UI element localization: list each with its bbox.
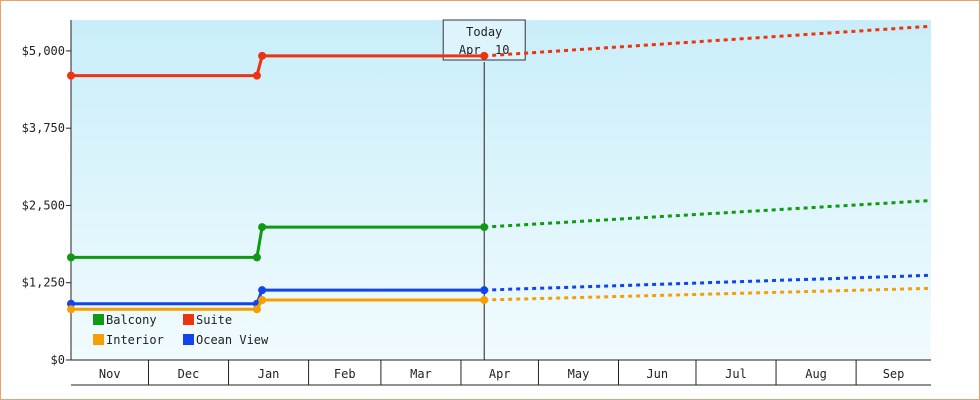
series-point-balcony xyxy=(480,223,489,232)
series-point-interior xyxy=(480,296,489,305)
x-tick-label: Sep xyxy=(883,367,905,381)
series-point-interior xyxy=(67,305,75,314)
series-point-suite xyxy=(480,51,489,60)
y-axis-ticks: $0 $1,250 $2,500 $3,750 $5,000 xyxy=(22,20,72,367)
series-forecast-balcony xyxy=(484,199,932,229)
x-tick-label: Nov xyxy=(99,367,121,381)
x-tick-label: May xyxy=(568,367,590,381)
series-point-ocean-view xyxy=(67,299,75,308)
series-line-suite xyxy=(71,54,485,78)
today-marker: Today Apr. 10 xyxy=(442,19,526,360)
today-label: Today xyxy=(466,25,502,39)
x-tick-label: Feb xyxy=(334,367,356,381)
series-point-balcony xyxy=(258,223,267,232)
series-forecast-interior xyxy=(484,286,932,302)
series-line-balcony xyxy=(71,225,485,259)
y-tick-label: $3,750 xyxy=(22,121,65,135)
today-date: Apr. 10 xyxy=(459,43,510,57)
legend-label: Ocean View xyxy=(196,333,269,347)
legend-swatch xyxy=(183,334,194,345)
legend: Balcony Suite Interior Ocean View xyxy=(93,313,269,347)
x-tick-label: Aug xyxy=(805,367,827,381)
series-point-suite xyxy=(252,71,261,80)
series-point-ocean-view xyxy=(258,286,267,295)
series-point-balcony xyxy=(252,253,261,262)
series-point-interior xyxy=(252,305,261,314)
y-tick-label: $2,500 xyxy=(22,198,65,212)
series-point-ocean-view xyxy=(480,286,489,295)
series-line-interior xyxy=(71,298,485,311)
legend-swatch xyxy=(183,314,194,325)
x-tick-label: Mar xyxy=(410,367,432,381)
legend-swatch xyxy=(93,314,104,325)
y-tick-label: $0 xyxy=(51,353,65,367)
series-line-ocean-view xyxy=(71,288,485,306)
x-tick-label: Dec xyxy=(178,367,200,381)
series-point-interior xyxy=(258,296,267,305)
legend-label: Suite xyxy=(196,313,232,327)
x-tick-label: Jul xyxy=(725,367,747,381)
x-tick-label: Jun xyxy=(646,367,668,381)
series-point-suite xyxy=(67,71,75,80)
y-tick-label: $5,000 xyxy=(22,44,65,58)
legend-label: Balcony xyxy=(106,313,157,327)
legend-label: Interior xyxy=(106,333,164,347)
series-forecast-ocean-view xyxy=(484,273,932,292)
series-point-suite xyxy=(258,51,267,60)
y-tick-label: $1,250 xyxy=(22,276,65,290)
x-tick-label: Jan xyxy=(258,367,280,381)
x-axis-ticks: Nov Dec Jan Feb Mar Apr May Jun Jul Aug Sep xyxy=(71,359,931,386)
series-forecast-suite xyxy=(484,24,932,58)
series-point-balcony xyxy=(67,253,75,262)
x-tick-label: Apr xyxy=(489,367,511,381)
legend-swatch xyxy=(93,334,104,345)
series-layer xyxy=(67,24,932,314)
